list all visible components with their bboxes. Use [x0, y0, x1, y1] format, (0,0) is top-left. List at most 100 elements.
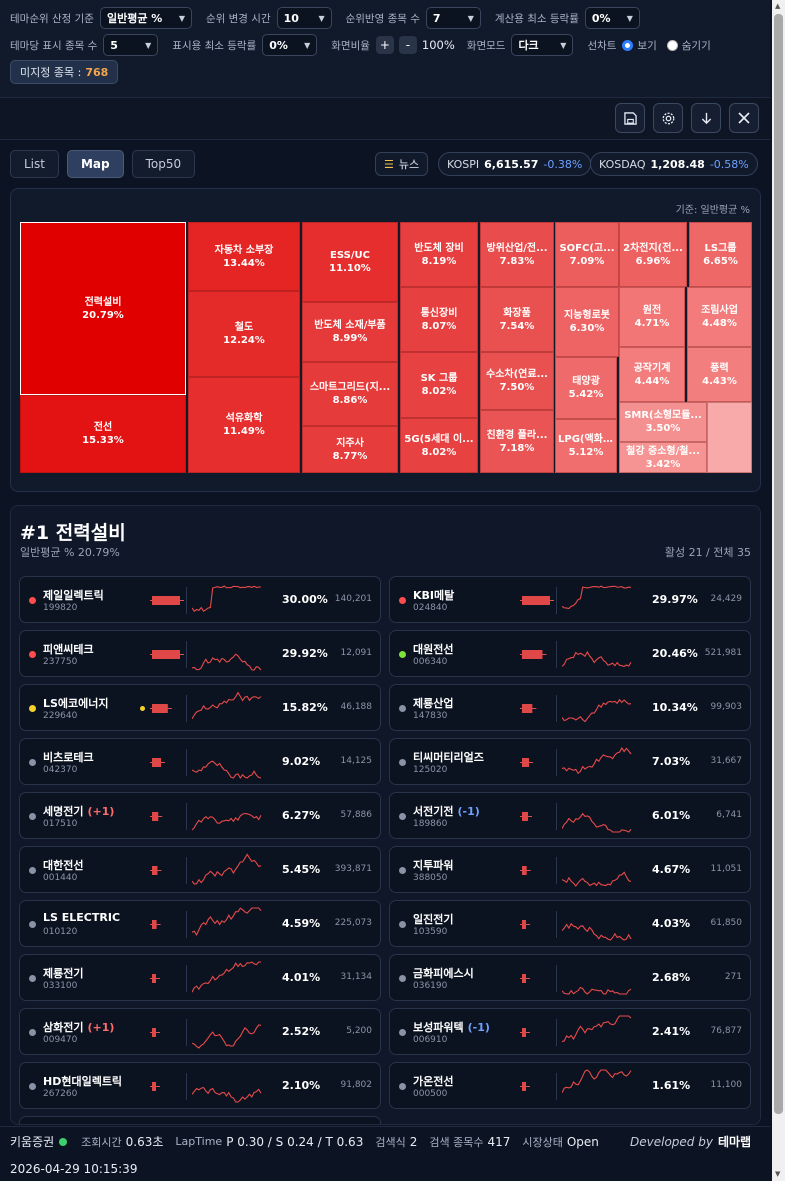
treemap-cell[interactable]: 화장품 7.54% [480, 287, 554, 352]
treemap-cell[interactable]: SMR(소형모듈... 3.50% [619, 402, 707, 442]
zoom-in-button[interactable]: + [375, 36, 394, 54]
scrollbar-thumb[interactable] [774, 14, 783, 1114]
mode-label: 화면모드 [466, 39, 506, 52]
divider [556, 1019, 557, 1046]
page-title: #1 전력설비 [20, 522, 126, 544]
stock-card[interactable]: 삼화전기 (+1) 009470 2.52% 5,200 [19, 1008, 381, 1055]
treemap-cell[interactable]: 조림사업 4.48% [687, 287, 752, 347]
chevron-down-icon: ▼ [626, 13, 633, 23]
stock-card-partial[interactable] [19, 1116, 381, 1124]
treemap-cell[interactable]: 풍력 4.43% [687, 347, 752, 402]
status-dot-icon [29, 867, 36, 874]
treemap-cell[interactable]: 전력설비 20.79% [20, 222, 186, 395]
theme-stats: 활성 21 / 전체 35 [664, 546, 751, 559]
stock-card[interactable]: 티씨머티리얼즈 125020 7.03% 31,667 [389, 738, 751, 785]
treemap-cell[interactable]: LPG(액화... 5.12% [555, 419, 617, 473]
stock-card[interactable]: 서전기전 (-1) 189860 6.01% 6,741 [389, 792, 751, 839]
tab-list[interactable]: List [10, 150, 59, 178]
stock-card[interactable]: 대한전선 001440 5.45% 393,871 [19, 846, 381, 893]
stock-card[interactable]: 보성파워텍 (-1) 006910 2.41% 76,877 [389, 1008, 751, 1055]
stock-card[interactable]: 제룡전기 033100 4.01% 31,134 [19, 954, 381, 1001]
mode-select[interactable]: 다크 ▼ [511, 34, 574, 56]
treemap-cell[interactable]: SOFC(고... 7.09% [555, 222, 619, 287]
save-button[interactable] [615, 103, 645, 133]
stock-card[interactable]: LS ELECTRIC 010120 4.59% 225,073 [19, 900, 381, 947]
treemap-cell[interactable]: 수소차(연료... 7.50% [480, 352, 554, 410]
treemap-cell[interactable]: 공작기계 4.44% [619, 347, 685, 402]
min-rate-select[interactable]: 0% ▼ [584, 7, 640, 29]
treemap-cell[interactable]: 5G(5세대 이... 8.02% [400, 418, 478, 473]
stock-card[interactable]: 제일일렉트릭 199820 30.00% 140,201 [19, 576, 381, 623]
close-button[interactable] [729, 103, 759, 133]
stock-code: 147830 [413, 711, 448, 721]
treemap-cell-name: LS그룹 [704, 242, 737, 254]
display-min-label: 표시용 최소 등락률 [172, 39, 257, 52]
treemap-cell[interactable] [707, 402, 752, 473]
treemap-cell[interactable]: 2차전지(전... 6.96% [619, 222, 687, 287]
treemap-cell[interactable]: 지능형로봇 6.30% [555, 287, 619, 357]
divider [186, 695, 187, 722]
status-dot-icon [399, 597, 406, 604]
stock-card[interactable]: 피앤씨테크 237750 29.92% 12,091 [19, 630, 381, 677]
treemap-cell[interactable]: SK 그룹 8.02% [400, 352, 478, 418]
show-radio[interactable]: 보기 [622, 38, 657, 53]
stock-card[interactable]: KBI메탈 024840 29.97% 24,429 [389, 576, 751, 623]
treemap-cell[interactable]: 반도체 장비 8.19% [400, 222, 478, 287]
rank-change: (+1) [87, 805, 115, 818]
stock-card[interactable]: HD현대일렉트릭 267260 2.10% 91,802 [19, 1062, 381, 1109]
lap-value: P 0.30 / S 0.24 / T 0.63 [226, 1134, 364, 1149]
settings-row-3: 미지정 종목 :768 [10, 60, 760, 84]
scroll-up-icon[interactable]: ▲ [775, 2, 781, 10]
divider [186, 1019, 187, 1046]
stock-card[interactable]: 제룡산업 147830 10.34% 99,903 [389, 684, 751, 731]
theme-count-select[interactable]: 5 ▼ [103, 34, 159, 56]
status-dot-icon [399, 651, 406, 658]
scroll-down-icon[interactable]: ▼ [775, 1170, 781, 1178]
stock-card[interactable]: 비츠로테크 042370 9.02% 14,125 [19, 738, 381, 785]
treemap-cell[interactable]: 지주사 8.77% [302, 426, 398, 473]
download-button[interactable] [691, 103, 721, 133]
stock-change-pct: 2.68% [652, 971, 691, 984]
tab-map[interactable]: Map [66, 150, 124, 178]
treemap-cell[interactable]: 태양광 5.42% [555, 357, 617, 419]
treemap-cell[interactable]: 반도체 소재/부품 8.99% [302, 302, 398, 362]
mode-value: 다크 [518, 39, 539, 52]
stock-card[interactable]: LS에코에너지 229640 15.82% 46,188 [19, 684, 381, 731]
price-sparkline [192, 760, 262, 780]
treemap-cell[interactable]: 자동차 소부장 13.44% [188, 222, 300, 291]
tab-top50[interactable]: Top50 [131, 150, 196, 178]
stock-change-pct: 2.41% [652, 1025, 691, 1038]
unassigned-badge[interactable]: 미지정 종목 :768 [10, 60, 119, 84]
treemap-cell[interactable]: 통신장비 8.07% [400, 287, 478, 352]
settings-button[interactable] [653, 103, 683, 133]
treemap-cell[interactable]: 스마트그리드(지... 8.86% [302, 362, 398, 426]
treemap-cell[interactable]: 원전 4.71% [619, 287, 685, 347]
news-button[interactable]: ☰ 뉴스 [375, 152, 429, 176]
treemap-cell[interactable]: 철강 중소형/철... 3.42% [619, 442, 707, 473]
divider [556, 749, 557, 776]
treemap-cell-value: 3.50% [645, 423, 681, 434]
treemap-cell[interactable]: 전선 15.33% [20, 395, 186, 473]
hide-radio[interactable]: 숨기기 [666, 38, 711, 53]
stock-card[interactable]: 가온전선 000500 1.61% 11,100 [389, 1062, 751, 1109]
stock-card[interactable]: 일진전기 103590 4.03% 61,850 [389, 900, 751, 947]
rank-basis-select[interactable]: 일반평균 % ▼ [99, 7, 192, 29]
treemap-cell[interactable]: 석유화학 11.49% [188, 377, 300, 473]
rank-change-select[interactable]: 10 ▼ [276, 7, 332, 29]
stock-card[interactable]: 세명전기 (+1) 017510 6.27% 57,886 [19, 792, 381, 839]
treemap-cell-name: SOFC(고... [559, 242, 615, 254]
treemap-cell[interactable]: 친환경 플라... 7.18% [480, 410, 554, 473]
stock-card[interactable]: 지투파워 388050 4.67% 11,051 [389, 846, 751, 893]
treemap-cell[interactable]: LS그룹 6.65% [689, 222, 752, 287]
stock-card[interactable]: 금화피에스시 036190 2.68% 271 [389, 954, 751, 1001]
treemap-cell[interactable]: ESS/UC 11.10% [302, 222, 398, 302]
zoom-out-button[interactable]: - [398, 36, 417, 54]
stock-name: 금화피에스시 [413, 965, 474, 981]
stock-card[interactable]: 대원전선 006340 20.46% 521,981 [389, 630, 751, 677]
rank-count-select[interactable]: 7 ▼ [425, 7, 481, 29]
treemap-cell[interactable]: 철도 12.24% [188, 291, 300, 377]
treemap-cell-name: 원전 [642, 305, 662, 316]
treemap-cell[interactable]: 방위산업/전... 7.83% [480, 222, 554, 287]
scrollbar[interactable]: ▲ ▼ [772, 0, 785, 1181]
display-min-select[interactable]: 0% ▼ [262, 34, 318, 56]
